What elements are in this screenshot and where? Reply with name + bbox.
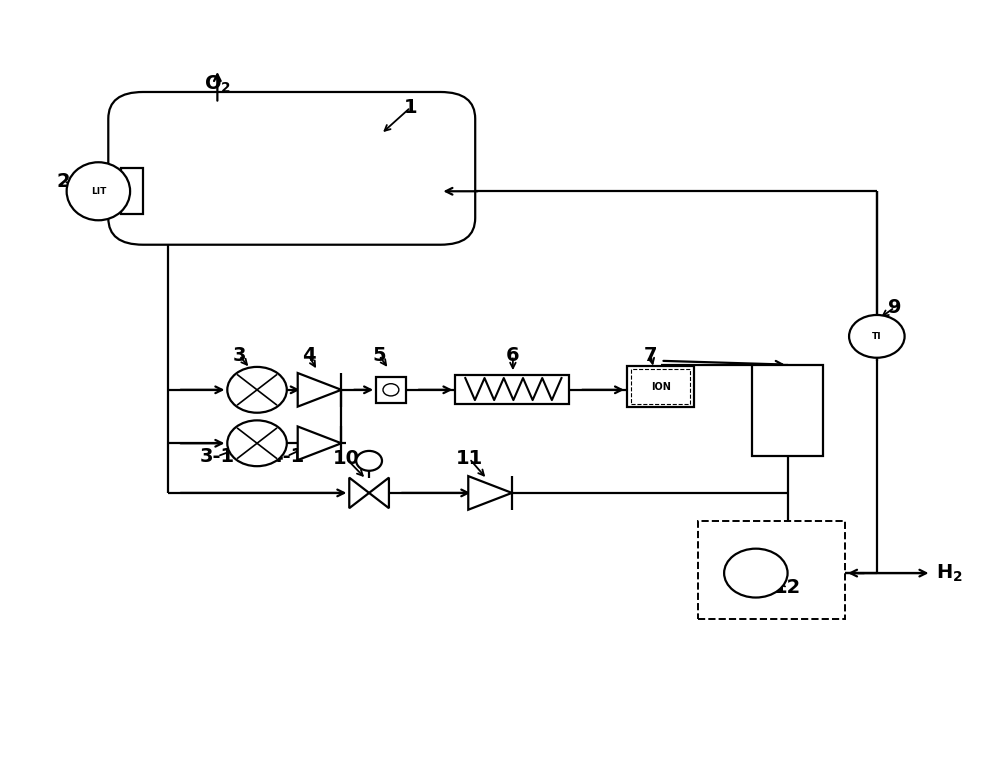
- Polygon shape: [298, 373, 341, 407]
- Bar: [121, 168, 143, 214]
- Text: 5: 5: [372, 346, 386, 365]
- Text: 2: 2: [57, 172, 70, 191]
- Polygon shape: [468, 476, 512, 510]
- Text: 6: 6: [506, 346, 520, 365]
- Polygon shape: [369, 478, 389, 508]
- Text: 8: 8: [806, 373, 819, 391]
- Text: 3: 3: [232, 346, 246, 365]
- Circle shape: [724, 549, 788, 598]
- Text: 9: 9: [888, 298, 901, 317]
- Bar: [631, 369, 690, 405]
- Ellipse shape: [67, 162, 130, 220]
- Bar: [627, 366, 694, 408]
- Bar: [698, 521, 845, 619]
- Text: 3-1: 3-1: [200, 447, 235, 466]
- Circle shape: [356, 451, 382, 471]
- Text: $\mathbf{H_2}$: $\mathbf{H_2}$: [936, 563, 963, 584]
- Circle shape: [227, 367, 287, 413]
- Text: LIT: LIT: [91, 187, 106, 196]
- Polygon shape: [298, 426, 341, 460]
- Text: 1: 1: [404, 98, 418, 117]
- Bar: [455, 374, 569, 404]
- Circle shape: [227, 421, 287, 466]
- Text: ION: ION: [651, 382, 671, 391]
- Text: 11: 11: [456, 449, 483, 468]
- Text: 10: 10: [333, 449, 360, 468]
- Bar: [376, 377, 406, 403]
- Text: 12: 12: [774, 578, 801, 597]
- Circle shape: [849, 315, 905, 357]
- Text: $\mathbf{O_2}$: $\mathbf{O_2}$: [204, 73, 231, 95]
- Circle shape: [383, 384, 399, 396]
- Text: 4: 4: [302, 346, 315, 365]
- Text: TI: TI: [872, 332, 882, 341]
- Text: 4-1: 4-1: [269, 447, 304, 466]
- Bar: [752, 364, 823, 456]
- FancyBboxPatch shape: [108, 92, 475, 245]
- Polygon shape: [349, 478, 369, 508]
- Text: 7: 7: [644, 346, 657, 365]
